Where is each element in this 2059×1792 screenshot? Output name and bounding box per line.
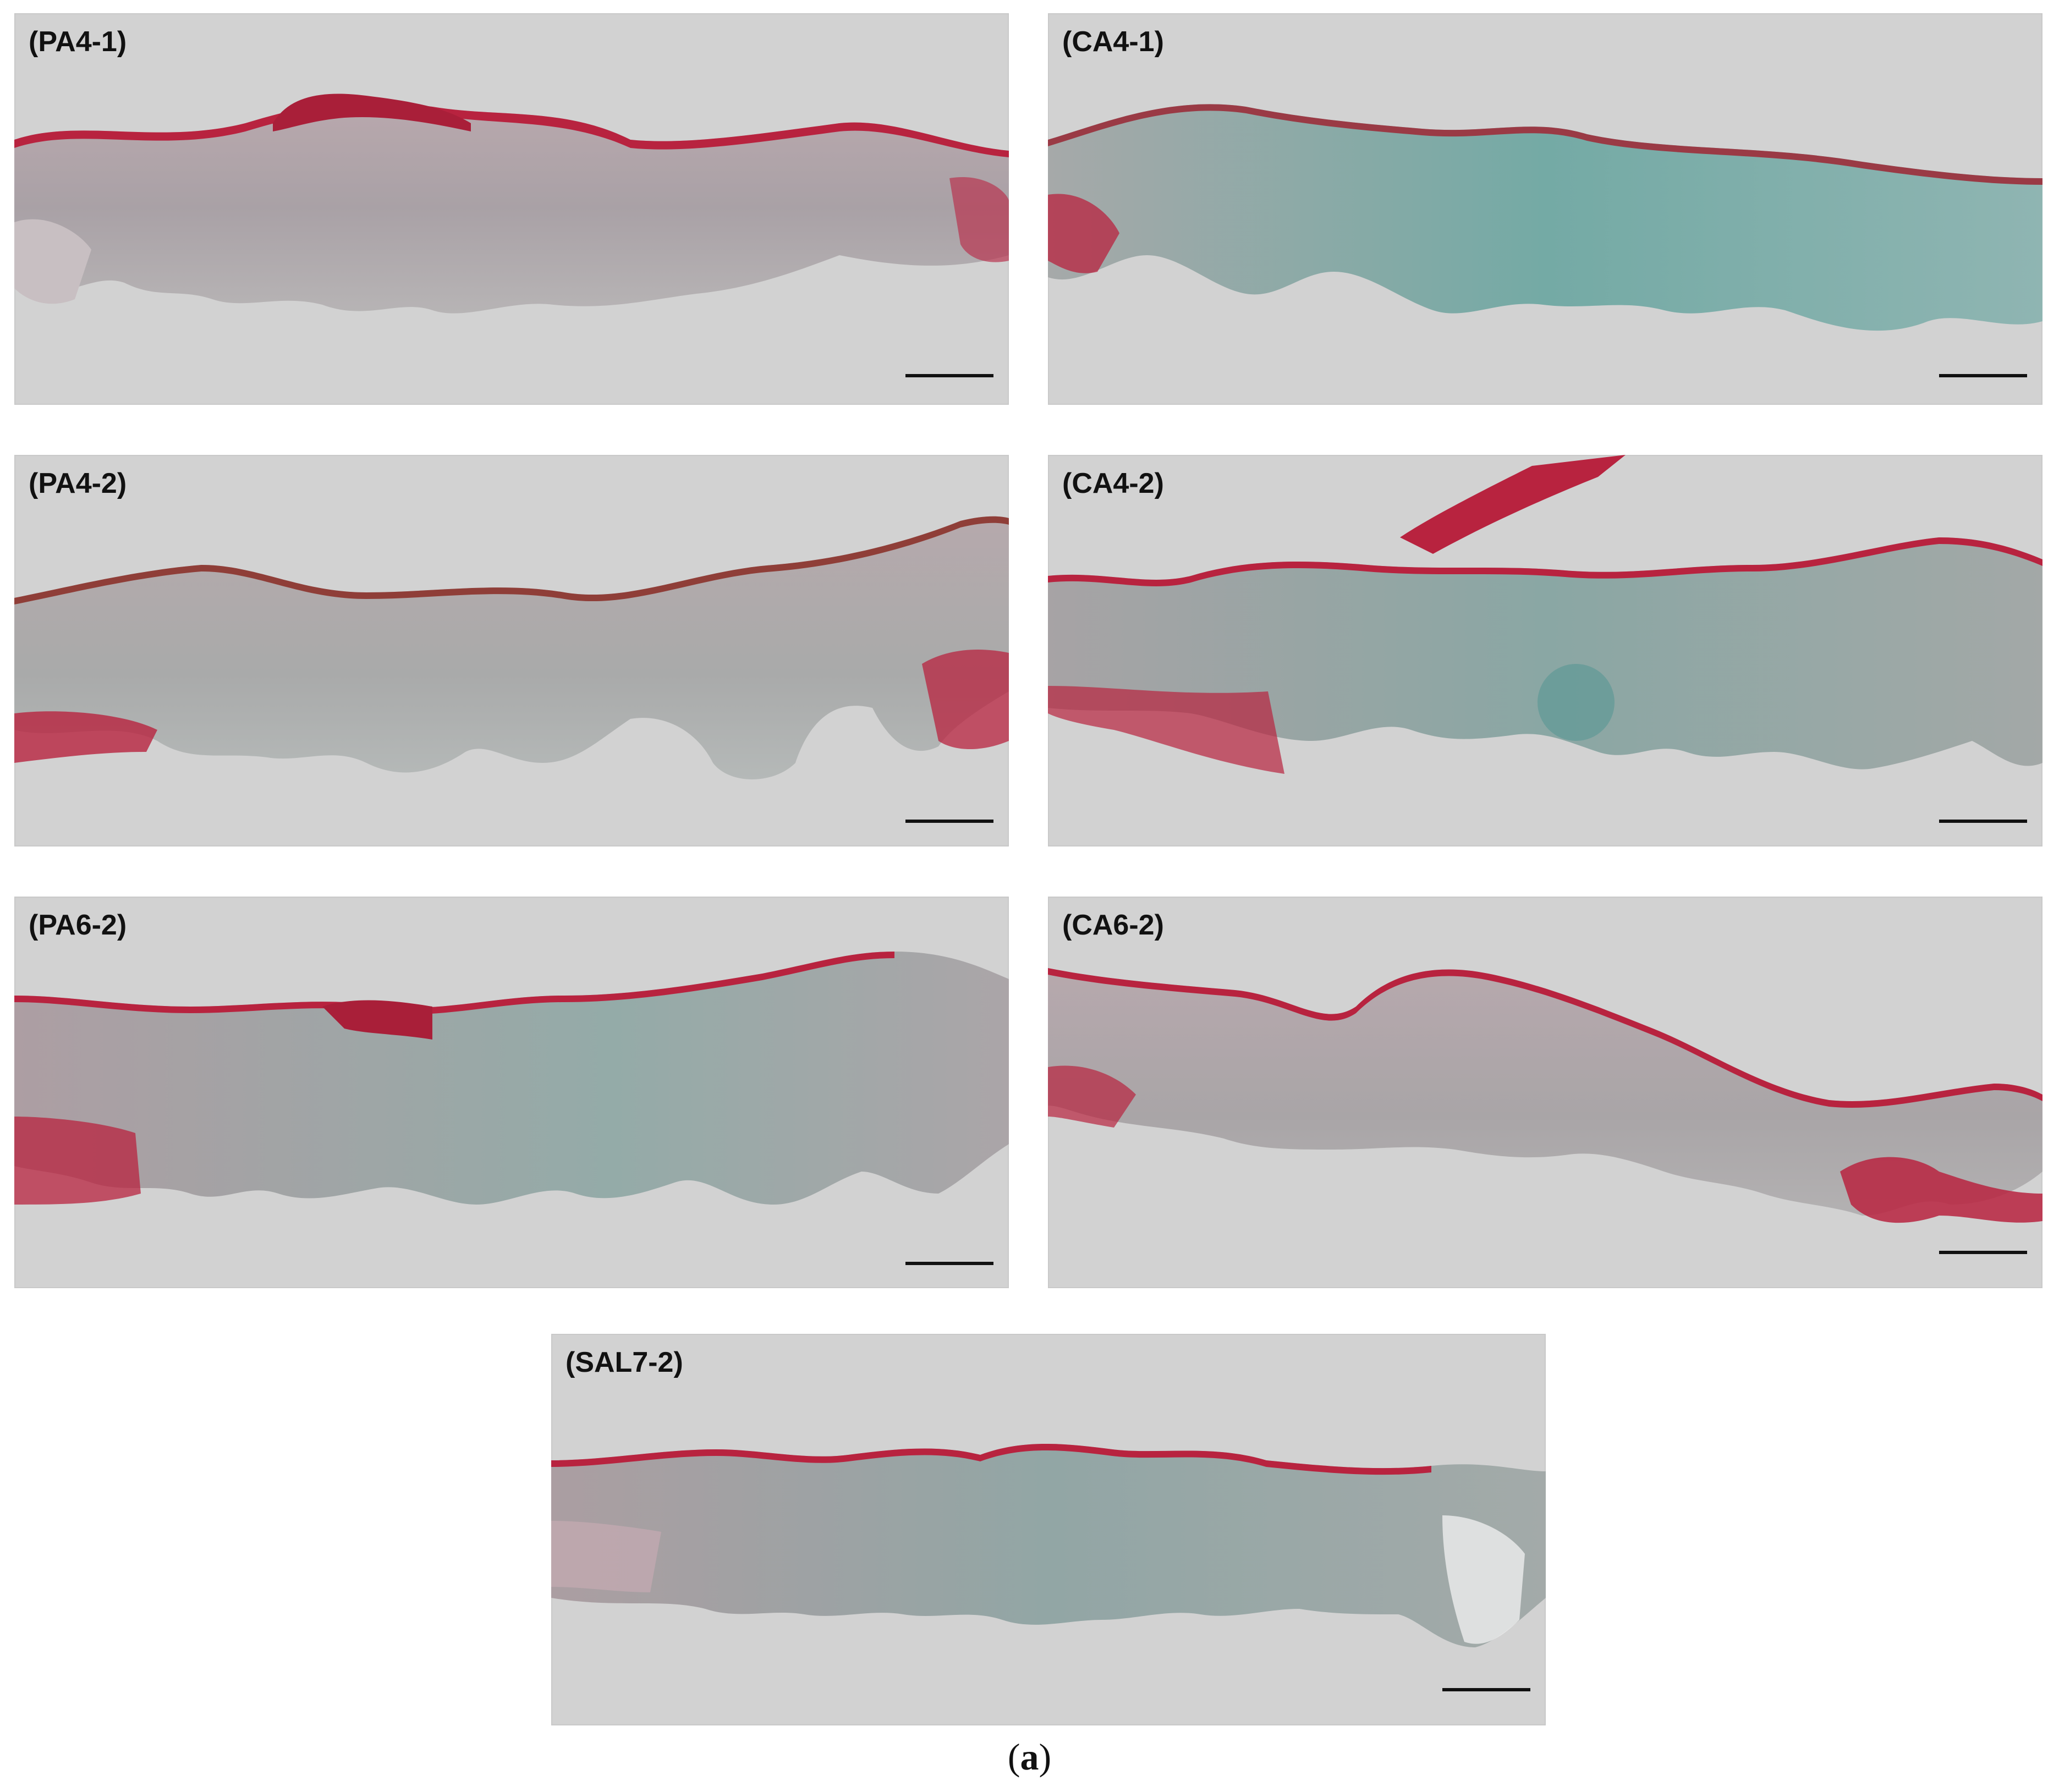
tissue-section-image [14,952,1009,1205]
micrograph-panel-sal7-2: (SAL7-2) [551,1334,1546,1725]
micrograph-panel-pa6-2: (PA6-2) [14,897,1009,1288]
tissue-section-image [14,516,1009,779]
panel-label: (CA4-1) [1062,26,1164,58]
micrograph-panel-pa4-2: (PA4-2) [14,455,1009,846]
micrograph-panel-ca4-2: (CA4-2) [1048,455,2042,846]
panel-label: (PA6-2) [29,909,127,941]
tissue-section-image [1048,968,2042,1223]
caption-letter: a [1020,1736,1039,1778]
scale-bar [905,1262,993,1265]
scale-bar [1939,820,2027,823]
tissue-section-image [1048,455,2042,774]
panel-label: (CA4-2) [1062,468,1164,499]
scale-bar [905,374,993,377]
micrograph-panel-pa4-1: (PA4-1) [14,13,1009,405]
scale-bar [1939,374,2027,377]
scale-bar [1939,1251,2027,1254]
panel-label: (SAL7-2) [565,1346,683,1378]
panel-label: (PA4-2) [29,468,127,499]
tissue-section-image [14,94,1009,314]
caption-paren-close: ) [1039,1736,1052,1778]
tissue-section-image [1048,104,2042,331]
panel-label: (CA6-2) [1062,909,1164,941]
scale-bar [1442,1688,1530,1691]
tissue-section-image [551,1444,1546,1647]
micrograph-panel-ca6-2: (CA6-2) [1048,897,2042,1288]
scale-bar [905,820,993,823]
micrograph-panel-ca4-1: (CA4-1) [1048,13,2042,405]
caption-paren-open: ( [1007,1736,1020,1778]
panel-label: (PA4-1) [29,26,127,58]
figure-caption: (a) [0,1735,2059,1779]
